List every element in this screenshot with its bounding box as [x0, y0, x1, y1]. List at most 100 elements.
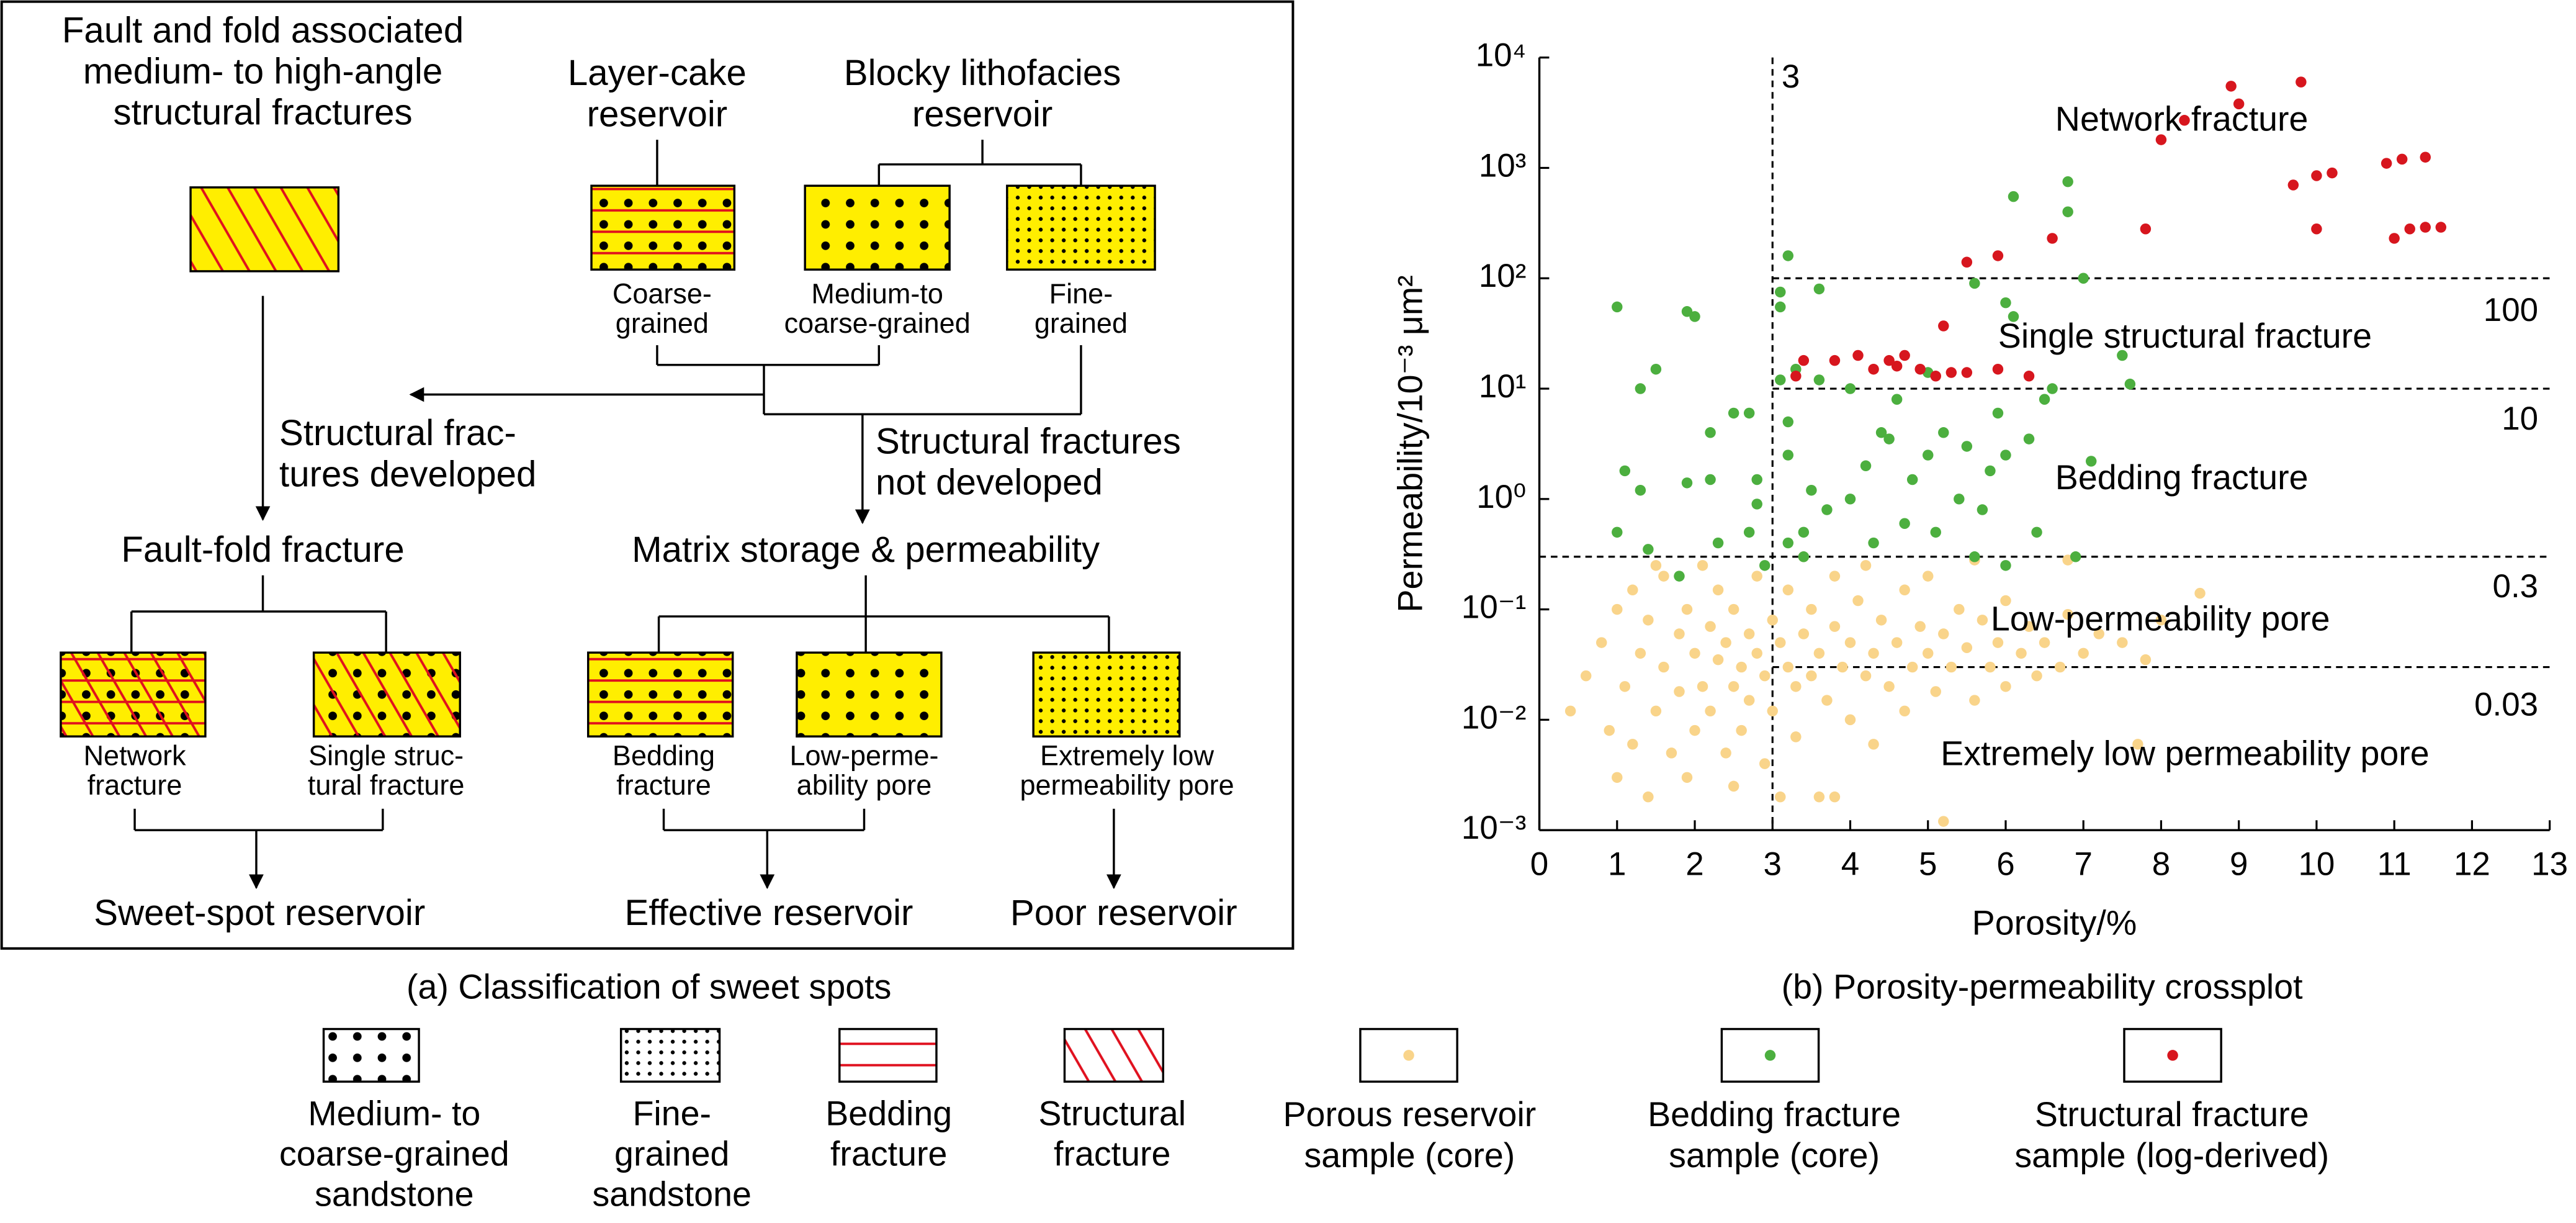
box-pattern [323, 1029, 420, 1082]
node-label: ability pore [797, 769, 932, 801]
data-point [2233, 98, 2245, 110]
data-point [2000, 449, 2011, 461]
node-label: Coarse- [613, 278, 712, 310]
x-tick-label: 2 [1685, 846, 1703, 882]
data-point [1681, 477, 1693, 489]
data-point [1938, 427, 1949, 438]
data-point [1852, 350, 1864, 361]
node-label: Layer-cake [568, 53, 747, 93]
data-point [2420, 151, 2431, 163]
legend-text-box: Bedding fracture sample (core) [1648, 1096, 1901, 1175]
data-point [1922, 648, 1934, 659]
data-point [1782, 416, 1794, 428]
data-point [1875, 615, 1887, 626]
data-point [1635, 484, 1646, 496]
node-label: coarse-grained [784, 307, 971, 339]
data-point [1612, 772, 1623, 783]
legend-label: Structural [1038, 1094, 1186, 1133]
data-point [1775, 791, 1786, 803]
y-tick-label: 10³ [1479, 147, 1527, 184]
data-point [2117, 350, 2128, 361]
node-label: Structural fractures [876, 421, 1181, 461]
node-label: grained [1034, 307, 1128, 339]
data-point [2023, 621, 2035, 632]
data-point [1619, 681, 1631, 692]
data-point [2031, 526, 2042, 538]
box-border [312, 651, 461, 738]
data-point [1728, 681, 1739, 692]
data-point [2062, 608, 2073, 620]
data-point [1720, 637, 1731, 648]
data-point [1790, 371, 1802, 382]
x-tick-label: 13 [2531, 846, 2568, 882]
data-point [1899, 705, 1910, 717]
data-point [1798, 628, 1810, 639]
data-point [1906, 661, 1918, 673]
lithology-box [838, 1027, 938, 1083]
data-point [1580, 670, 1592, 682]
data-point [1992, 407, 2004, 419]
threshold-label: 100 [2484, 292, 2538, 328]
node-label: Fault and fold associated [62, 10, 464, 50]
box-border [1032, 651, 1181, 738]
box-border [60, 651, 207, 738]
data-point [2287, 179, 2299, 191]
legend-label: sandstone [315, 1175, 473, 1213]
legend-marker [1403, 1050, 1414, 1061]
data-point [2194, 587, 2206, 599]
node-label: reservoir [912, 94, 1052, 134]
data-point [2296, 76, 2307, 88]
data-point [1969, 551, 1980, 562]
data-point [1612, 301, 1623, 313]
y-tick-label: 10⁻¹ [1461, 589, 1526, 626]
node-label: Sweet-spot reservoir [94, 893, 425, 933]
data-point [1806, 484, 1817, 496]
legend-label: Structural fracture sample (log-derived) [2014, 1096, 2330, 1176]
node-label: Single struc- [308, 740, 464, 772]
data-point [2062, 176, 2073, 187]
data-point [1595, 637, 1607, 648]
data-point [1868, 363, 1879, 375]
data-point [1751, 499, 1762, 510]
data-point [1666, 747, 1677, 759]
data-point [2396, 153, 2408, 165]
data-point [1751, 474, 1762, 485]
box-border [189, 186, 340, 273]
data-point [1930, 526, 1941, 538]
data-point [1650, 363, 1662, 375]
box-pattern [588, 652, 733, 737]
data-point [1619, 465, 1631, 477]
data-point [1992, 637, 2004, 648]
data-point [1643, 615, 1654, 626]
data-point [2000, 681, 2011, 692]
box-pattern [796, 652, 941, 737]
legend-item: Structural fracture sample (log-derived) [2014, 1027, 2330, 1176]
data-point [1782, 449, 1794, 461]
x-tick-label: 10 [2298, 846, 2335, 882]
lithology-box [1032, 651, 1181, 738]
data-point [1969, 695, 1980, 706]
data-point [1977, 615, 1988, 626]
node-label: medium- to high-angle [83, 52, 442, 92]
data-point [1767, 705, 1778, 717]
lithology-box [322, 1027, 420, 1083]
data-point [1798, 526, 1810, 538]
data-point [1720, 747, 1731, 759]
box-pattern [839, 1029, 936, 1082]
data-point [1930, 686, 1941, 697]
data-point [2031, 670, 2042, 682]
data-point [1782, 661, 1794, 673]
x-tick-label: 0 [1530, 846, 1548, 882]
data-point [1798, 354, 1810, 366]
data-point [1658, 571, 1669, 582]
data-point [2435, 222, 2447, 233]
node-label: Effective reservoir [624, 893, 913, 933]
data-point [1813, 283, 1825, 295]
data-point [1775, 286, 1786, 298]
data-point [1961, 367, 1973, 378]
data-point [2023, 371, 2035, 382]
data-point [1681, 603, 1693, 615]
x-tick-label: 12 [2454, 846, 2490, 882]
data-point [1612, 603, 1623, 615]
